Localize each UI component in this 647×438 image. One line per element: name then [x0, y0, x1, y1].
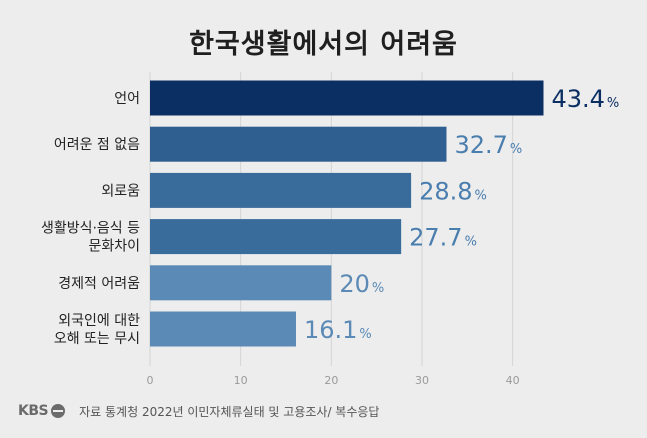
kbs-logo: KBS [18, 403, 66, 419]
category-label: 외국인에 대한 [58, 313, 140, 329]
chart-title: 한국생활에서의 어려움 [189, 29, 458, 60]
kbs-logo-icon [51, 404, 66, 418]
x-tick-label: 10 [234, 374, 248, 387]
category-label: 오해 또는 무시 [54, 331, 140, 347]
bar [150, 219, 402, 255]
value-label: 16.1% [304, 316, 372, 344]
x-tick-label: 20 [324, 374, 338, 387]
value-label: 28.8% [419, 177, 487, 205]
value-label: 27.7% [409, 224, 477, 252]
value-label: 20% [339, 270, 384, 298]
category-label: 생활방식·음식 등 [41, 221, 140, 237]
x-tick-label: 30 [415, 374, 429, 387]
category-label: 어려운 점 없음 [54, 137, 140, 153]
value-label: 43.4% [551, 85, 619, 113]
x-tick-label: 40 [506, 374, 520, 387]
bar [150, 126, 447, 162]
bar [150, 172, 412, 208]
value-label: 32.7% [454, 131, 522, 159]
category-label: 문화차이 [88, 239, 140, 255]
x-tick-label: 0 [147, 374, 154, 387]
kbs-logo-text: KBS [18, 403, 49, 419]
bar [150, 80, 544, 116]
bar-chart: 언어 43.4 % 어려운 점 없음 32.7 % 외로움 28.8 % 생활방식·음식 등문화차… [41, 72, 619, 387]
category-label: 언어 [114, 91, 140, 107]
category-label: 경제적 어려움 [58, 276, 140, 292]
footer: KBS 자료 통계청 2022년 이민자체류실태 및 고용조사/ 복수응답 [18, 402, 379, 420]
bar [150, 265, 332, 301]
category-label: 외로움 [101, 183, 140, 199]
bar [150, 311, 296, 347]
source-note: 자료 통계청 2022년 이민자체류실태 및 고용조사/ 복수응답 [79, 404, 380, 419]
